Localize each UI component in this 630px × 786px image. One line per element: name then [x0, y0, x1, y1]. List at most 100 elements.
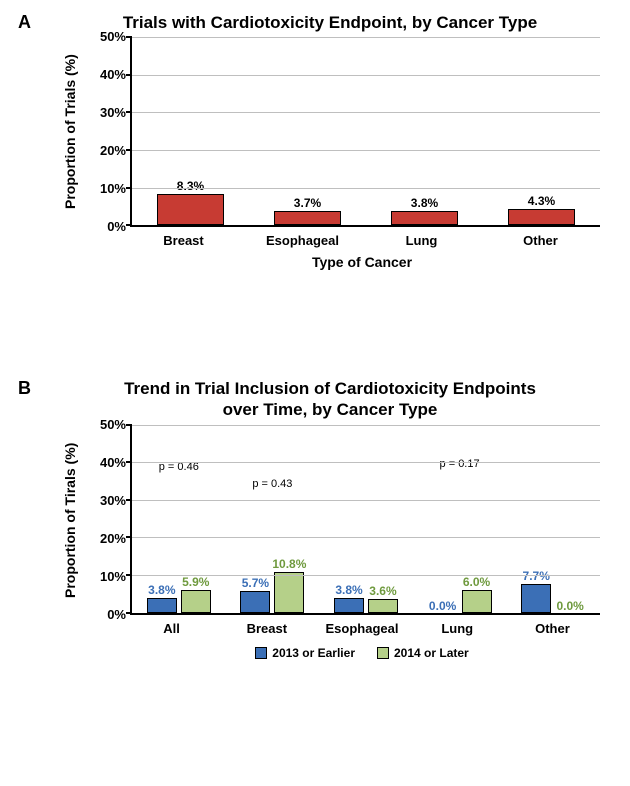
y-tick-label: 20%	[100, 143, 126, 158]
bar-group: 3.8% 3.6%	[319, 425, 413, 613]
x-label: All	[124, 621, 219, 636]
bar: 4.3%	[508, 209, 576, 225]
bar-2013: 3.8%	[147, 598, 177, 612]
bar-value-label: 3.6%	[369, 584, 396, 600]
gridline	[132, 500, 600, 501]
p-value-label: p = 0.17	[440, 458, 480, 470]
bar-group: p = 0.46 3.8% 5.9%	[132, 425, 226, 613]
legend-swatch	[377, 647, 389, 659]
bar-2014: 5.9%	[181, 590, 211, 612]
chart-b-title-line2: over Time, by Cancer Type	[223, 400, 438, 419]
bar-value-label: 3.7%	[294, 196, 321, 212]
bar-2014: 6.0%	[462, 590, 492, 613]
chart-a-x-title: Type of Cancer	[124, 254, 600, 270]
chart-a: Trials with Cardiotoxicity Endpoint, by …	[60, 12, 600, 270]
bar: 3.7%	[274, 211, 342, 225]
bar-value-label: 3.8%	[335, 583, 362, 599]
bar-value-label: 3.8%	[148, 583, 175, 599]
legend-swatch	[255, 647, 267, 659]
bar-value-label: 5.9%	[182, 575, 209, 591]
chart-b-bars: p = 0.463.8%5.9%p = 0.435.7%10.8%3.8%3.6…	[132, 425, 600, 613]
chart-b-title-line1: Trend in Trial Inclusion of Cardiotoxici…	[124, 379, 536, 398]
bar-group: 3.7%	[249, 37, 366, 225]
chart-a-y-ticks: 50%40%30%20%10%0%	[80, 37, 130, 227]
legend-label: 2014 or Later	[394, 646, 469, 660]
bar-group: 3.8%	[366, 37, 483, 225]
bar-2014: 10.8%	[274, 572, 304, 613]
y-tick-label: 20%	[100, 531, 126, 546]
chart-b-plot: p = 0.463.8%5.9%p = 0.435.7%10.8%3.8%3.6…	[130, 425, 600, 615]
bar-group: p = 0.435.7%10.8%	[226, 425, 320, 613]
chart-b-y-title: Proportion of Tirals (%)	[60, 425, 80, 615]
y-tick-mark	[126, 224, 132, 226]
bar-value-label: 3.8%	[411, 196, 438, 212]
bar-2013: 7.7%	[521, 584, 551, 613]
chart-b-title: Trend in Trial Inclusion of Cardiotoxici…	[60, 378, 600, 425]
chart-a-title: Trials with Cardiotoxicity Endpoint, by …	[60, 12, 600, 37]
y-tick-mark	[126, 461, 132, 463]
bar-value-label: 6.0%	[463, 575, 490, 591]
y-tick-mark	[126, 36, 132, 38]
chart-a-x-labels: BreastEsophagealLungOther	[124, 233, 600, 248]
bar-2013: 5.7%	[240, 591, 270, 612]
bar-group: 4.3%	[483, 37, 600, 225]
chart-a-bars: 8.3% 3.7% 3.8% 4.3%	[132, 37, 600, 225]
y-tick-label: 30%	[100, 493, 126, 508]
gridline	[132, 425, 600, 426]
x-label: Breast	[124, 233, 243, 248]
y-tick-label: 50%	[100, 417, 126, 432]
x-label: Esophageal	[314, 621, 409, 636]
bar-value-label: 7.7%	[523, 569, 550, 585]
x-label: Lung	[362, 233, 481, 248]
bar-value-label: 0.0%	[429, 599, 456, 613]
y-tick-mark	[126, 424, 132, 426]
gridline	[132, 37, 600, 38]
y-tick-mark	[126, 149, 132, 151]
gridline	[132, 462, 600, 463]
p-value-label: p = 0.43	[252, 478, 292, 490]
y-tick-label: 10%	[100, 181, 126, 196]
y-tick-label: 50%	[100, 29, 126, 44]
y-tick-mark	[126, 612, 132, 614]
gridline	[132, 537, 600, 538]
y-tick-mark	[126, 187, 132, 189]
bar: 3.8%	[391, 211, 459, 225]
chart-b-body: Proportion of Tirals (%) 50%40%30%20%10%…	[60, 425, 600, 615]
panel-b-label: B	[18, 378, 31, 399]
panel-a-label: A	[18, 12, 31, 33]
bar-group: 8.3%	[132, 37, 249, 225]
y-tick-mark	[126, 499, 132, 501]
bar-value-label: 5.7%	[242, 576, 269, 592]
y-tick-label: 0%	[107, 607, 126, 622]
p-value-label: p = 0.46	[159, 461, 199, 473]
y-tick-label: 40%	[100, 67, 126, 82]
bar-value-label: 0.0%	[556, 599, 583, 613]
y-tick-label: 10%	[100, 569, 126, 584]
chart-a-plot: 8.3% 3.7% 3.8% 4.3%	[130, 37, 600, 227]
x-label: Other	[481, 233, 600, 248]
bar-value-label: 4.3%	[528, 194, 555, 210]
x-label: Breast	[219, 621, 314, 636]
chart-a-body: Proportion of Trials (%) 50%40%30%20%10%…	[60, 37, 600, 227]
y-tick-mark	[126, 74, 132, 76]
legend-label: 2013 or Earlier	[272, 646, 355, 660]
chart-b-legend: 2013 or Earlier 2014 or Later	[124, 646, 600, 660]
bar-group: 7.7% 0.0%	[506, 425, 600, 613]
gridline	[132, 75, 600, 76]
page: A Trials with Cardiotoxicity Endpoint, b…	[0, 0, 630, 786]
chart-b-y-ticks: 50%40%30%20%10%0%	[80, 425, 130, 615]
legend-item: 2013 or Earlier	[255, 646, 355, 660]
chart-b-x-labels: AllBreastEsophagealLungOther	[124, 621, 600, 636]
bar-group: p = 0.17 0.0% 6.0%	[413, 425, 507, 613]
gridline	[132, 188, 600, 189]
x-label: Lung	[410, 621, 505, 636]
bar-2013: 3.8%	[334, 598, 364, 612]
y-tick-label: 0%	[107, 219, 126, 234]
gridline	[132, 150, 600, 151]
chart-b: Trend in Trial Inclusion of Cardiotoxici…	[60, 378, 600, 660]
bar-2014: 3.6%	[368, 599, 398, 613]
y-tick-label: 40%	[100, 455, 126, 470]
x-label: Esophageal	[243, 233, 362, 248]
y-tick-mark	[126, 111, 132, 113]
chart-a-y-title: Proportion of Trials (%)	[60, 37, 80, 227]
